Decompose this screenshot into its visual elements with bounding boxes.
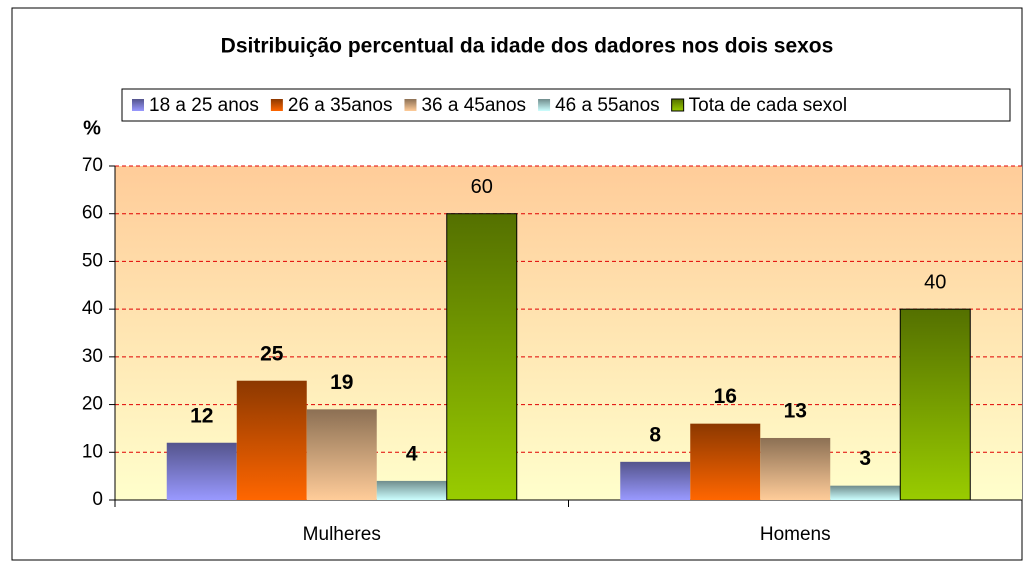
data-label: 19 (330, 371, 353, 394)
legend-label: 18 a 25 anos (149, 95, 259, 116)
data-label: 40 (924, 271, 946, 293)
y-tick-label: 20 (82, 394, 103, 415)
x-tick-label: Mulheres (303, 524, 381, 545)
data-label: 12 (190, 404, 213, 427)
legend-swatch (270, 99, 283, 111)
data-label: 8 (649, 423, 661, 446)
bar (446, 213, 518, 501)
data-label: 16 (714, 385, 737, 408)
bar (236, 380, 307, 500)
y-tick-label: 60 (82, 203, 103, 224)
y-tick-label: 0 (92, 489, 103, 510)
chart-title: Dsitribuição percentual da idade dos dad… (221, 35, 834, 58)
bar (306, 409, 377, 500)
data-label: 25 (260, 342, 284, 365)
y-tick-label: 70 (82, 155, 103, 176)
legend-label: 36 a 45anos (421, 95, 526, 116)
x-tick-label: Homens (760, 524, 831, 545)
legend-swatch (671, 98, 685, 112)
y-tick-label: 40 (82, 298, 103, 319)
legend-swatch (404, 99, 417, 111)
bar (690, 423, 761, 500)
bar (760, 437, 831, 500)
bar (830, 485, 901, 500)
data-label: 4 (406, 442, 418, 465)
legend-swatch (132, 99, 144, 111)
legend-label: 46 a 55anos (555, 95, 660, 116)
y-tick-label: 50 (82, 250, 103, 271)
legend-label: Tota de cada sexol (689, 95, 847, 116)
bar (620, 461, 691, 500)
data-label: 60 (471, 176, 493, 198)
data-label: 13 (784, 400, 807, 423)
y-tick-label: 10 (82, 441, 103, 462)
bar (899, 308, 971, 501)
data-label: 3 (859, 447, 871, 470)
bar (376, 480, 447, 500)
legend-swatch (538, 99, 551, 111)
legend-box (121, 88, 1011, 122)
bar (166, 442, 237, 500)
y-tick-label: 30 (82, 346, 103, 367)
y-axis-label: % (83, 117, 101, 139)
legend-label: 26 a 35anos (288, 95, 393, 116)
